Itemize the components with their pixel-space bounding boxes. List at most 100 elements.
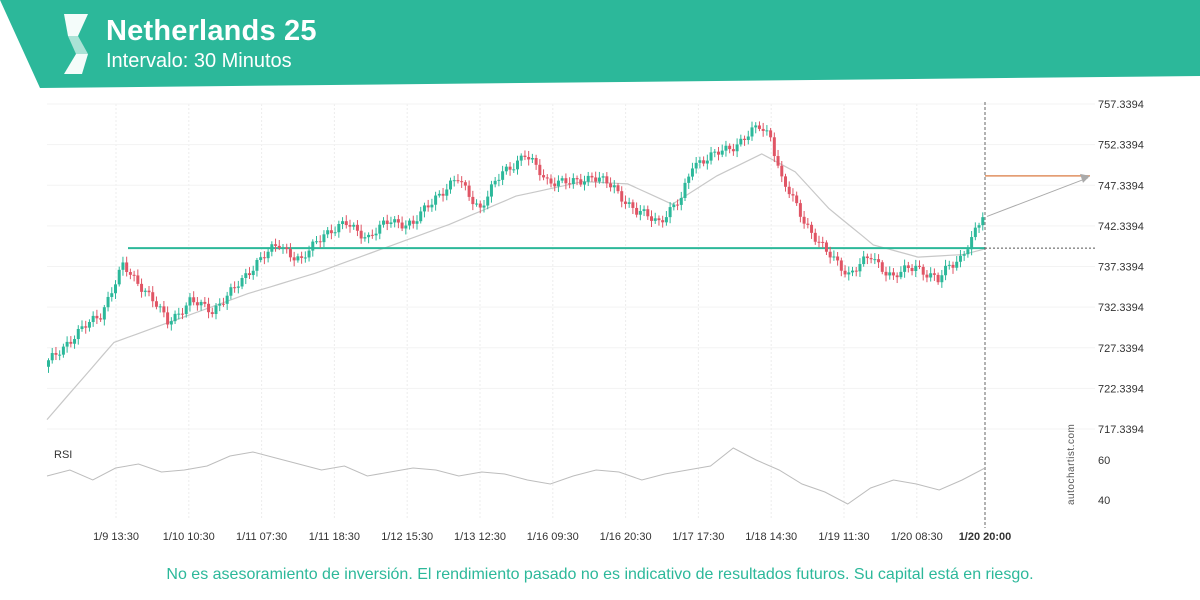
candle-body xyxy=(549,178,553,184)
candle-body xyxy=(966,249,970,255)
candle-body xyxy=(396,219,400,223)
candle-body xyxy=(136,275,140,284)
candle-body xyxy=(672,204,676,208)
candle-body xyxy=(776,156,780,166)
candle-body xyxy=(195,302,199,306)
candle-body xyxy=(791,194,795,196)
candle-body xyxy=(903,265,907,272)
candle-body xyxy=(839,260,843,271)
candle-body xyxy=(702,160,706,164)
candle-body xyxy=(221,303,225,305)
candle-body xyxy=(560,178,564,181)
candle-body xyxy=(408,220,412,226)
candle-body xyxy=(806,223,810,225)
candle-body xyxy=(746,136,750,140)
candle-body xyxy=(177,313,181,315)
candle-body xyxy=(906,265,910,268)
moving-average-line xyxy=(46,153,986,420)
candle-body xyxy=(821,241,825,243)
x-tick-label: 1/16 20:30 xyxy=(600,531,652,543)
candle-body xyxy=(936,274,940,283)
candle-body xyxy=(69,341,73,344)
candle-body xyxy=(359,230,363,239)
candle-body xyxy=(114,284,117,294)
candle-body xyxy=(646,209,650,217)
candle-body xyxy=(188,297,192,306)
candle-body xyxy=(605,176,609,184)
candle-body xyxy=(824,242,828,252)
candle-body xyxy=(274,244,278,246)
candle-body xyxy=(181,313,184,315)
candle-body xyxy=(713,151,717,153)
candle-body xyxy=(121,262,125,270)
candle-body xyxy=(512,169,516,171)
candle-body xyxy=(288,249,292,258)
candle-body xyxy=(973,227,977,238)
candle-body xyxy=(891,272,895,276)
candle-body xyxy=(795,195,799,204)
x-tick-label: 1/20 08:30 xyxy=(891,531,943,543)
candle-body xyxy=(445,189,449,196)
current-time-label: 1/20 20:00 xyxy=(959,531,1012,543)
candle-body xyxy=(851,270,854,273)
candle-body xyxy=(367,234,371,238)
candle-body xyxy=(151,292,155,302)
candle-body xyxy=(836,256,840,261)
x-tick-label: 1/9 13:30 xyxy=(93,531,139,543)
rsi-tick-label: 60 xyxy=(1098,455,1110,467)
candle-body xyxy=(631,202,635,208)
candle-body xyxy=(341,221,345,225)
candle-body xyxy=(787,186,791,195)
candle-body xyxy=(262,257,266,259)
candle-body xyxy=(110,293,114,297)
candle-body xyxy=(207,303,211,313)
candle-body xyxy=(504,166,508,172)
header-background xyxy=(0,0,1200,88)
candle-body xyxy=(393,219,397,223)
candle-body xyxy=(873,259,877,261)
candle-body xyxy=(694,162,698,169)
candle-body xyxy=(106,296,110,308)
candle-body xyxy=(657,218,661,221)
candle-body xyxy=(452,180,456,182)
candle-body xyxy=(333,232,337,234)
candle-body xyxy=(91,315,95,323)
candle-body xyxy=(236,286,240,288)
candle-body xyxy=(594,177,598,182)
candle-body xyxy=(240,278,244,287)
candle-body xyxy=(612,185,616,188)
candle-body xyxy=(743,138,747,140)
candle-body xyxy=(58,354,62,356)
candle-body xyxy=(724,145,728,151)
candle-body xyxy=(542,175,546,178)
candle-body xyxy=(311,241,315,251)
candle-body xyxy=(568,183,572,185)
candle-body xyxy=(981,217,985,226)
candle-body xyxy=(780,165,784,177)
y-tick-label: 747.3394 xyxy=(1098,180,1144,192)
candle-body xyxy=(754,125,758,128)
candle-body xyxy=(382,220,385,225)
candle-body xyxy=(61,346,65,355)
candle-body xyxy=(456,180,460,182)
candle-body xyxy=(463,182,467,186)
candle-body xyxy=(731,149,735,152)
candle-body xyxy=(426,205,430,208)
candle-body xyxy=(553,183,557,187)
candle-body xyxy=(508,166,512,170)
watermark: autochartist.com xyxy=(1066,423,1077,505)
candle-body xyxy=(441,193,445,196)
candle-body xyxy=(579,179,583,185)
candle-body xyxy=(527,156,531,160)
candle-body xyxy=(810,224,814,233)
candle-body xyxy=(203,301,207,304)
y-tick-label: 737.3394 xyxy=(1098,262,1144,274)
candle-body xyxy=(73,339,77,344)
x-tick-label: 1/11 18:30 xyxy=(309,531,360,543)
candle-body xyxy=(266,251,270,259)
candle-body xyxy=(877,259,881,263)
candle-body xyxy=(169,321,173,325)
candle-body xyxy=(947,264,951,266)
candle-body xyxy=(910,267,914,272)
candle-body xyxy=(143,290,147,292)
